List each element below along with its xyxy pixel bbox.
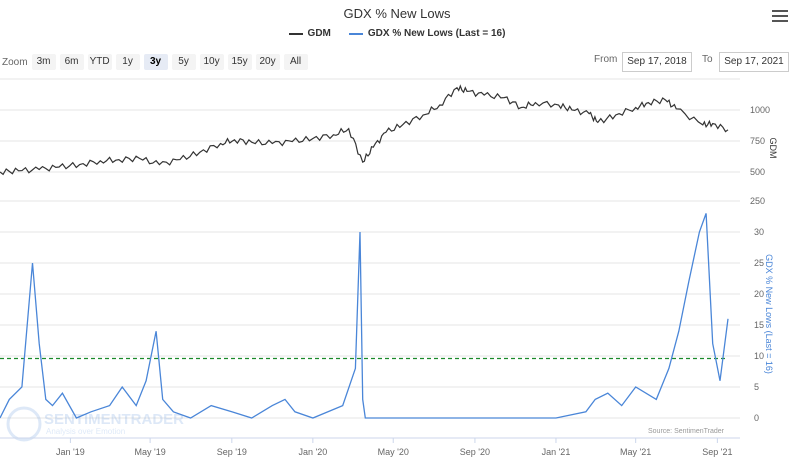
x-axis: Jan '19 May '19 Sep '19 Jan '20 May '20 Sep '… (0, 437, 740, 457)
x-tick-label: Jan '21 (542, 447, 571, 457)
upper-y-axis-label: GDM (768, 138, 778, 159)
zoom-bar: Zoom 3m 6m YTD 1y 3y 5y 10y 15y 20y All (2, 54, 312, 70)
menu-line (772, 15, 788, 17)
legend: GDM GDX % New Lows (Last = 16) (0, 28, 794, 39)
zoom-button-ytd[interactable]: YTD (87, 54, 112, 70)
zoom-button-15y[interactable]: 15y (227, 54, 252, 70)
y-tick-label: 10 (754, 351, 764, 361)
gdm-series-line (0, 84, 729, 176)
legend-label-gdm: GDM (307, 28, 331, 39)
zoom-button-3m[interactable]: 3m (31, 54, 56, 70)
range-from-label: From (594, 54, 618, 65)
zoom-button-all[interactable]: All (283, 54, 308, 70)
x-tick-label: Jan '20 (298, 447, 327, 457)
legend-item-gdm[interactable]: GDM (288, 28, 331, 39)
zoom-button-6m[interactable]: 6m (59, 54, 84, 70)
legend-swatch-gdm (288, 32, 303, 35)
x-tick-label: Sep '21 (702, 447, 732, 457)
watermark: SENTIMENTRADER Analysis over Emotion (6, 406, 184, 442)
zoom-label: Zoom (2, 56, 28, 68)
y-tick-label: 25 (754, 258, 764, 268)
zoom-button-3y[interactable]: 3y (143, 54, 168, 70)
lower-y-axis: 0 5 10 15 20 25 30 250 (750, 196, 765, 423)
x-tick-label: Sep '19 (217, 447, 247, 457)
y-tick-label: 500 (750, 167, 765, 177)
source-text: Source: SentimenTrader (648, 428, 725, 435)
chart-title: GDX % New Lows (343, 6, 451, 21)
menu-icon[interactable] (772, 10, 788, 24)
y-tick-label: 250 (750, 196, 765, 206)
y-tick-label: 20 (754, 289, 764, 299)
legend-item-newlows[interactable]: GDX % New Lows (Last = 16) (348, 28, 506, 39)
x-tick-label: May '20 (378, 447, 409, 457)
x-tick-label: May '19 (134, 447, 165, 457)
range-to-label: To (702, 54, 713, 65)
y-tick-label: 1000 (750, 105, 770, 115)
x-tick-label: Jan '19 (56, 447, 85, 457)
menu-line (772, 20, 788, 22)
watermark-tagline: Analysis over Emotion (46, 427, 125, 436)
zoom-button-5y[interactable]: 5y (171, 54, 196, 70)
zoom-button-10y[interactable]: 10y (199, 54, 224, 70)
grid (0, 78, 740, 419)
lower-y-axis-label: GDX % New Lows (Last = 16) (764, 254, 774, 374)
range-from-input[interactable]: Sep 17, 2018 (622, 52, 692, 72)
watermark-name: SENTIMENTRADER (44, 411, 184, 428)
zoom-button-1y[interactable]: 1y (115, 54, 140, 70)
y-tick-label: 5 (754, 382, 759, 392)
zoom-button-20y[interactable]: 20y (255, 54, 280, 70)
y-tick-label: 30 (754, 227, 764, 237)
watermark-logo-icon (6, 406, 42, 442)
menu-line (772, 10, 788, 12)
legend-label-newlows: GDX % New Lows (Last = 16) (367, 28, 506, 39)
y-tick-label: 750 (750, 136, 765, 146)
x-tick-label: May '21 (620, 447, 651, 457)
x-tick-label: Sep '20 (460, 447, 490, 457)
legend-swatch-newlows (348, 32, 363, 35)
upper-y-axis: 500 750 1000 (750, 105, 770, 177)
range-to-input[interactable]: Sep 17, 2021 (719, 52, 789, 72)
newlows-series-line (0, 213, 729, 419)
y-tick-label: 15 (754, 320, 764, 330)
y-tick-label: 0 (754, 413, 759, 423)
